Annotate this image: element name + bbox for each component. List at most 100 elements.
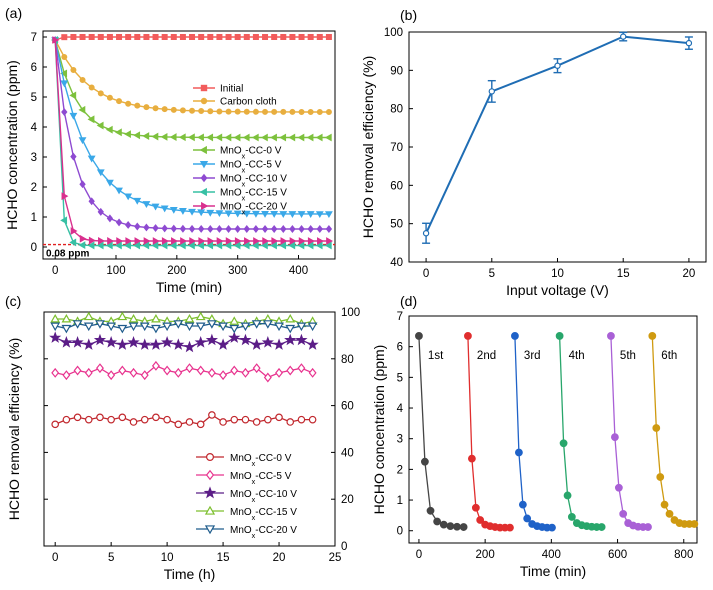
data-point	[97, 90, 104, 97]
data-point	[288, 133, 296, 142]
data-point	[151, 132, 159, 141]
data-point	[298, 237, 306, 245]
data-point	[60, 216, 68, 225]
x-tick-label: 800	[674, 549, 693, 561]
y-tick-label: 1	[397, 495, 403, 507]
cycle-4: 4th	[555, 332, 606, 531]
series-line	[514, 335, 552, 529]
y-tick-label: 3	[31, 152, 37, 164]
data-point	[129, 418, 138, 426]
data-point	[216, 33, 223, 40]
data-point	[252, 225, 260, 233]
data-point	[73, 365, 82, 376]
data-point	[230, 415, 239, 424]
data-point	[161, 106, 168, 113]
x-tick-label: 400	[289, 265, 308, 277]
data-point	[229, 324, 240, 334]
data-point	[87, 155, 96, 163]
data-point	[439, 520, 448, 529]
data-point	[511, 332, 519, 340]
data-point	[315, 133, 323, 142]
data-point	[189, 33, 196, 40]
data-point	[261, 336, 274, 348]
data-point	[207, 224, 214, 233]
legend-entry: MnOx-CC-20 V	[230, 525, 297, 540]
data-point	[61, 54, 68, 61]
legend: Initial Carbon cloth MnOx-CC-0 VMnOx-CC-5 …	[193, 84, 287, 216]
data-point	[306, 338, 319, 350]
data-point	[128, 313, 139, 323]
data-point	[88, 197, 95, 206]
data-point	[216, 225, 223, 233]
y-right-tick-label: 100	[341, 307, 360, 319]
y-tick-label: 6	[31, 62, 37, 74]
data-point	[124, 220, 132, 229]
data-point	[79, 34, 86, 41]
cycle-6: 6th	[648, 332, 699, 528]
data-point	[324, 241, 332, 250]
data-point	[106, 94, 113, 101]
series-4	[50, 320, 318, 334]
data-point	[72, 320, 83, 329]
data-point	[307, 225, 314, 233]
panel-label: (b)	[400, 7, 417, 23]
data-point	[280, 108, 287, 115]
y-right-tick-label: 20	[341, 494, 354, 506]
data-point	[206, 241, 214, 250]
data-point	[105, 336, 118, 348]
data-point	[185, 363, 194, 374]
data-point	[128, 322, 139, 332]
series-1	[51, 360, 317, 383]
data-point	[308, 415, 317, 424]
data-point	[324, 133, 332, 142]
data-point	[88, 84, 95, 91]
x-tick-label: 20	[273, 552, 286, 564]
data-point	[297, 415, 306, 424]
data-point	[274, 322, 284, 332]
data-point	[197, 224, 205, 233]
data-point	[134, 222, 141, 231]
data-point	[142, 241, 150, 250]
data-point	[133, 197, 142, 205]
data-point	[234, 33, 241, 40]
data-point	[196, 420, 205, 429]
x-tick-label: 10	[551, 268, 564, 280]
data-point	[95, 363, 104, 374]
series-line	[54, 39, 329, 113]
data-point	[107, 370, 116, 381]
data-point	[140, 415, 149, 424]
data-point	[170, 33, 177, 40]
data-point	[233, 133, 241, 142]
data-point	[242, 210, 251, 218]
cycle-label: 2nd	[477, 350, 496, 362]
legend: MnOx-CC-0 V MnOx-CC-5 V MnOx-CC-10 V MnOx-C…	[196, 453, 297, 540]
data-point	[188, 208, 196, 216]
data-point	[262, 237, 270, 245]
data-point	[506, 523, 514, 532]
data-point	[243, 33, 250, 40]
data-point	[315, 241, 323, 250]
series-cc20	[52, 36, 334, 245]
data-point	[174, 420, 183, 429]
data-point	[488, 88, 495, 95]
series-line	[54, 39, 329, 215]
data-point	[270, 133, 277, 142]
data-point	[70, 67, 77, 74]
data-point	[467, 454, 476, 463]
data-point	[161, 224, 168, 233]
data-point	[218, 322, 228, 332]
data-point	[229, 316, 240, 325]
data-point	[325, 108, 332, 115]
data-point	[208, 411, 216, 419]
data-point	[415, 332, 423, 340]
data-point	[620, 33, 627, 40]
series-2	[49, 331, 319, 353]
data-point	[298, 108, 305, 115]
legend-marker	[204, 505, 216, 515]
data-point	[307, 322, 318, 332]
data-point	[161, 33, 168, 40]
data-point	[228, 331, 241, 343]
data-point	[179, 107, 186, 114]
data-point	[280, 33, 287, 40]
